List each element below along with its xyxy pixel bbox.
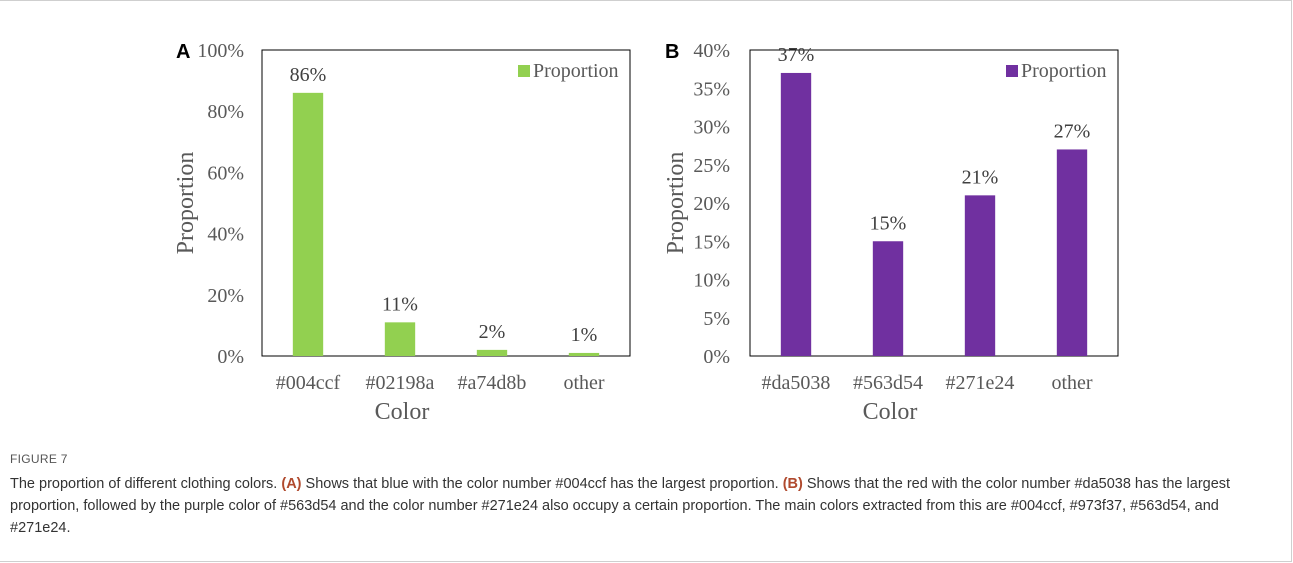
plot-area-border <box>261 49 631 357</box>
y-tick-label: 35% <box>693 78 730 100</box>
chart-panel-a: 0% 20% 40% 60% 80% 100% 86% #004ccf 11% #02198a 2%… <box>173 40 631 425</box>
caption-intro: The proportion of different clothing col… <box>10 476 282 492</box>
y-tick-label: 0% <box>217 346 244 368</box>
data-label: 1% <box>571 324 598 346</box>
y-tick-label: 25% <box>693 155 730 177</box>
bar <box>780 72 812 356</box>
bar <box>964 195 996 356</box>
y-tick-label: 80% <box>207 101 244 123</box>
figure-label: FIGURE 7 <box>10 452 68 466</box>
x-tick-label: #004ccf <box>276 372 341 394</box>
bar <box>1056 149 1088 356</box>
bar <box>476 349 508 356</box>
legend-label: Proportion <box>1021 60 1107 82</box>
x-tick-label: #563d54 <box>853 372 923 394</box>
caption-a-tag: (A) <box>281 476 302 492</box>
y-tick-label: 30% <box>693 117 730 139</box>
x-axis-title: Color <box>863 399 918 425</box>
x-tick-label: #a74d8b <box>458 372 527 394</box>
y-tick-label: 40% <box>693 40 730 62</box>
legend-swatch <box>1006 65 1018 77</box>
y-tick-label: 20% <box>207 285 244 307</box>
legend-swatch <box>518 65 530 77</box>
caption-b-tag: (B) <box>782 476 803 492</box>
x-tick-label: other <box>1051 372 1092 394</box>
bar <box>872 241 904 356</box>
x-tick-label: #02198a <box>366 372 435 394</box>
figure-charts: 0% 20% 40% 60% 80% 100% 86% #004ccf 11% #02198a 2%… <box>173 40 1119 425</box>
y-axis-title: Proportion <box>663 152 689 255</box>
figure-caption: The proportion of different clothing col… <box>10 473 1275 539</box>
bar <box>568 352 600 356</box>
legend-label: Proportion <box>533 60 619 82</box>
y-tick-label: 20% <box>693 193 730 215</box>
x-axis-title: Color <box>375 399 430 425</box>
data-label: 21% <box>962 166 999 188</box>
x-tick-label: other <box>563 372 604 394</box>
y-tick-label: 100% <box>197 40 244 62</box>
y-tick-label: 15% <box>693 231 730 253</box>
bar <box>292 92 324 356</box>
caption-a-text: Shows that blue with the color number #0… <box>301 476 783 492</box>
data-label: 2% <box>479 321 506 343</box>
data-label: 11% <box>382 293 418 315</box>
y-tick-label: 60% <box>207 162 244 184</box>
data-label: 37% <box>778 44 815 66</box>
x-tick-label: #da5038 <box>762 372 831 394</box>
bar <box>384 322 416 356</box>
data-label: 27% <box>1054 120 1091 142</box>
y-tick-label: 5% <box>703 308 730 330</box>
plot-area-border <box>749 49 1119 357</box>
chart-panel-b: 0% 5% 10% 15% 20% 25% 30% 35% 40% 37% #da5038 15% #5… <box>663 40 1119 425</box>
y-tick-label: 40% <box>207 224 244 246</box>
data-label: 15% <box>870 212 907 234</box>
panel-label: A <box>176 41 190 63</box>
data-label: 86% <box>290 64 327 86</box>
caption-b-text: Shows that the red with the color number… <box>10 476 1231 536</box>
y-axis-title: Proportion <box>173 152 199 255</box>
panel-label: B <box>665 41 679 63</box>
x-tick-label: #271e24 <box>946 372 1015 394</box>
y-tick-label: 10% <box>693 270 730 292</box>
y-tick-label: 0% <box>703 346 730 368</box>
